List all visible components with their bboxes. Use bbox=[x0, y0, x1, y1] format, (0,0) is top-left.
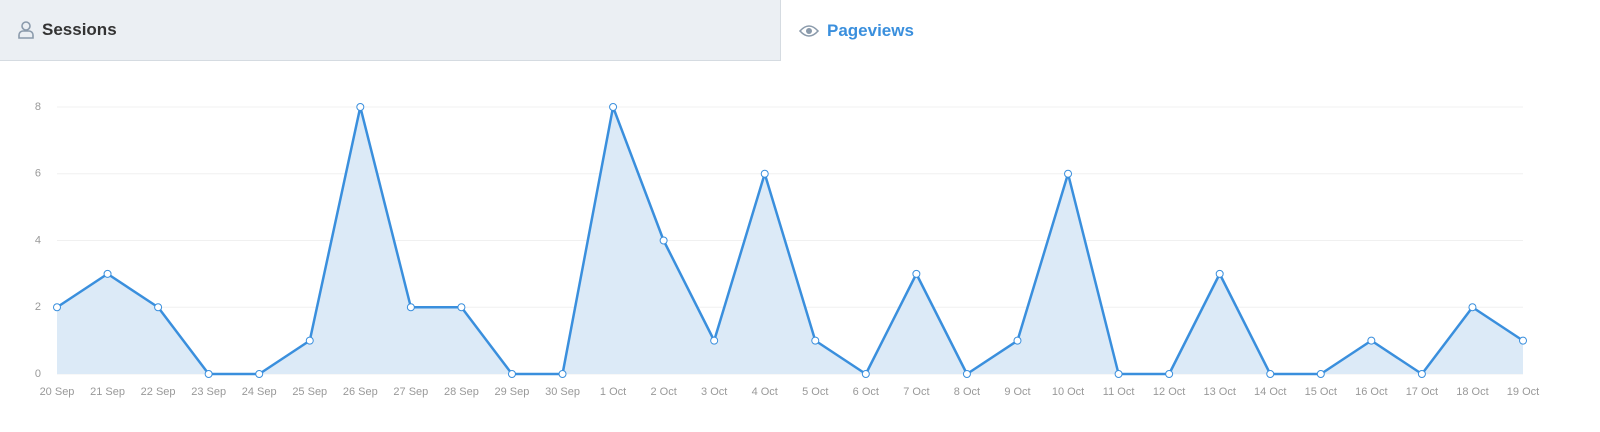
tab[interactable]: Pageviews bbox=[781, 0, 1600, 61]
x-tick-label: 5 Oct bbox=[802, 386, 828, 398]
x-tick-label: 4 Oct bbox=[752, 386, 778, 398]
point bbox=[305, 336, 314, 345]
line bbox=[56, 105, 1524, 376]
point bbox=[255, 370, 264, 378]
tab-label: Pageviews bbox=[827, 20, 914, 40]
point bbox=[1013, 336, 1022, 345]
x-tick-label: 24 Sep bbox=[242, 386, 277, 398]
user-icon bbox=[18, 21, 34, 39]
x-tick-label: 29 Sep bbox=[495, 386, 530, 398]
x-tick-label: 26 Sep bbox=[343, 386, 378, 398]
x-tick-label: 9 Oct bbox=[1004, 386, 1030, 398]
x-tick-label: 16 Oct bbox=[1355, 386, 1387, 398]
point bbox=[154, 303, 163, 312]
x-tick-label: 22 Sep bbox=[141, 386, 176, 398]
point bbox=[204, 370, 213, 378]
point bbox=[659, 236, 668, 245]
tab[interactable]: Sessions bbox=[0, 0, 781, 61]
point bbox=[1165, 370, 1174, 378]
x-tick-label: 14 Oct bbox=[1254, 386, 1286, 398]
eye-icon bbox=[799, 24, 819, 37]
y-tick-label: 4 bbox=[35, 234, 41, 246]
point bbox=[1316, 370, 1325, 378]
x-tick-label: 1 Oct bbox=[600, 386, 626, 398]
x-tick-label: 23 Sep bbox=[191, 386, 226, 398]
point bbox=[710, 336, 719, 345]
x-tick-label: 12 Oct bbox=[1153, 386, 1185, 398]
x-tick-label: 27 Sep bbox=[393, 386, 428, 398]
x-tick-label: 8 Oct bbox=[954, 386, 980, 398]
x-tick-label: 17 Oct bbox=[1406, 386, 1438, 398]
x-tick-label: 28 Sep bbox=[444, 386, 479, 398]
tab-label: Sessions bbox=[42, 20, 117, 39]
y-tick-label: 0 bbox=[35, 368, 41, 380]
point bbox=[1417, 370, 1426, 378]
point bbox=[1266, 370, 1275, 378]
point bbox=[1468, 303, 1477, 312]
y-tick-label: 2 bbox=[35, 301, 41, 313]
point bbox=[1519, 336, 1527, 345]
x-tick-label: 20 Sep bbox=[40, 386, 75, 398]
point bbox=[609, 103, 618, 111]
point bbox=[811, 336, 820, 345]
point bbox=[53, 303, 61, 312]
point bbox=[558, 370, 567, 378]
point bbox=[1367, 336, 1376, 345]
y-tick-label: 6 bbox=[35, 168, 41, 180]
tab-bar: Sessions Pageviews bbox=[0, 0, 1600, 62]
chart: 0 2 4 6 8 20 Sep 21 Sep 22 Sep 23 Sep 24 Sep 25 Se… bbox=[35, 101, 1539, 398]
point bbox=[1215, 269, 1224, 278]
point bbox=[962, 370, 971, 378]
point bbox=[507, 370, 516, 378]
x-tick-label: 6 Oct bbox=[853, 386, 879, 398]
x-tick-label: 13 Oct bbox=[1203, 386, 1235, 398]
x-tick-label: 11 Oct bbox=[1103, 386, 1135, 398]
point bbox=[457, 303, 466, 312]
point bbox=[1064, 169, 1073, 178]
point bbox=[356, 103, 365, 111]
x-tick-label: 25 Sep bbox=[292, 386, 327, 398]
x-tick-label: 7 Oct bbox=[903, 386, 929, 398]
x-tick-label: 10 Oct bbox=[1052, 386, 1084, 398]
point bbox=[103, 269, 112, 278]
point bbox=[406, 303, 415, 312]
point bbox=[912, 269, 921, 278]
x-tick-label: 18 Oct bbox=[1456, 386, 1488, 398]
point bbox=[760, 169, 769, 178]
point bbox=[861, 370, 870, 378]
x-tick-label: 30 Sep bbox=[545, 386, 580, 398]
point bbox=[1114, 370, 1123, 378]
y-tick-label: 8 bbox=[35, 101, 41, 113]
x-tick-label: 21 Sep bbox=[90, 386, 125, 398]
x-tick-label: 3 Oct bbox=[701, 386, 727, 398]
x-tick-label: 15 Oct bbox=[1305, 386, 1337, 398]
x-tick-label: 2 Oct bbox=[650, 386, 676, 398]
x-tick-label: 19 Oct bbox=[1507, 386, 1539, 398]
